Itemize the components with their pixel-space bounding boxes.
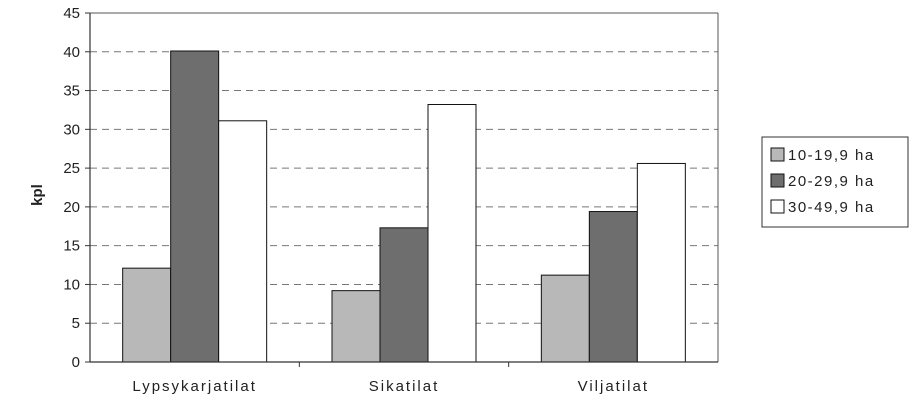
legend: 10-19,9 ha 20-29,9 ha 30-49,9 ha — [761, 136, 909, 228]
bar-lypsykarjatilat-2 — [218, 120, 268, 363]
legend-entry: 10-19,9 ha — [788, 147, 875, 164]
bar-sikatilat-1 — [379, 227, 429, 363]
x-category-label: Lypsykarjatilat — [132, 378, 256, 395]
y-tick-label: 35 — [63, 83, 80, 100]
legend-entry: 20-29,9 ha — [788, 173, 875, 190]
axes — [85, 12, 719, 367]
y-tick-label: 5 — [72, 315, 80, 332]
y-tick-labels: 0 5 10 15 20 25 30 35 40 45 — [63, 5, 80, 371]
y-tick-label: 45 — [63, 5, 80, 22]
y-tick-label: 40 — [63, 44, 80, 61]
y-tick-label: 10 — [63, 276, 80, 293]
bar-sikatilat-2 — [427, 104, 477, 363]
bar-viljatilat-2 — [636, 162, 686, 363]
legend-box — [761, 136, 909, 228]
y-axis-title: kpl — [29, 184, 46, 206]
legend-entry: 30-49,9 ha — [788, 199, 875, 216]
y-tick-label: 15 — [63, 238, 80, 255]
y-tick-label: 30 — [63, 121, 80, 138]
x-category-label: Sikatilat — [369, 378, 440, 395]
bar-sikatilat-0 — [331, 290, 381, 363]
bar-viljatilat-1 — [588, 211, 638, 363]
x-category-labels: Lypsykarjatilat Sikatilat Viljatilat — [132, 378, 649, 395]
legend-swatch — [770, 199, 785, 214]
bars — [122, 50, 686, 363]
y-tick-label: 0 — [72, 354, 80, 371]
y-tick-label: 20 — [63, 199, 80, 216]
bar-lypsykarjatilat-1 — [170, 50, 220, 363]
bar-viljatilat-0 — [540, 274, 590, 363]
y-tick-label: 25 — [63, 160, 80, 177]
legend-swatch — [770, 147, 785, 162]
x-category-label: Viljatilat — [578, 378, 649, 395]
bar-lypsykarjatilat-0 — [122, 267, 172, 363]
legend-swatch — [770, 173, 785, 188]
